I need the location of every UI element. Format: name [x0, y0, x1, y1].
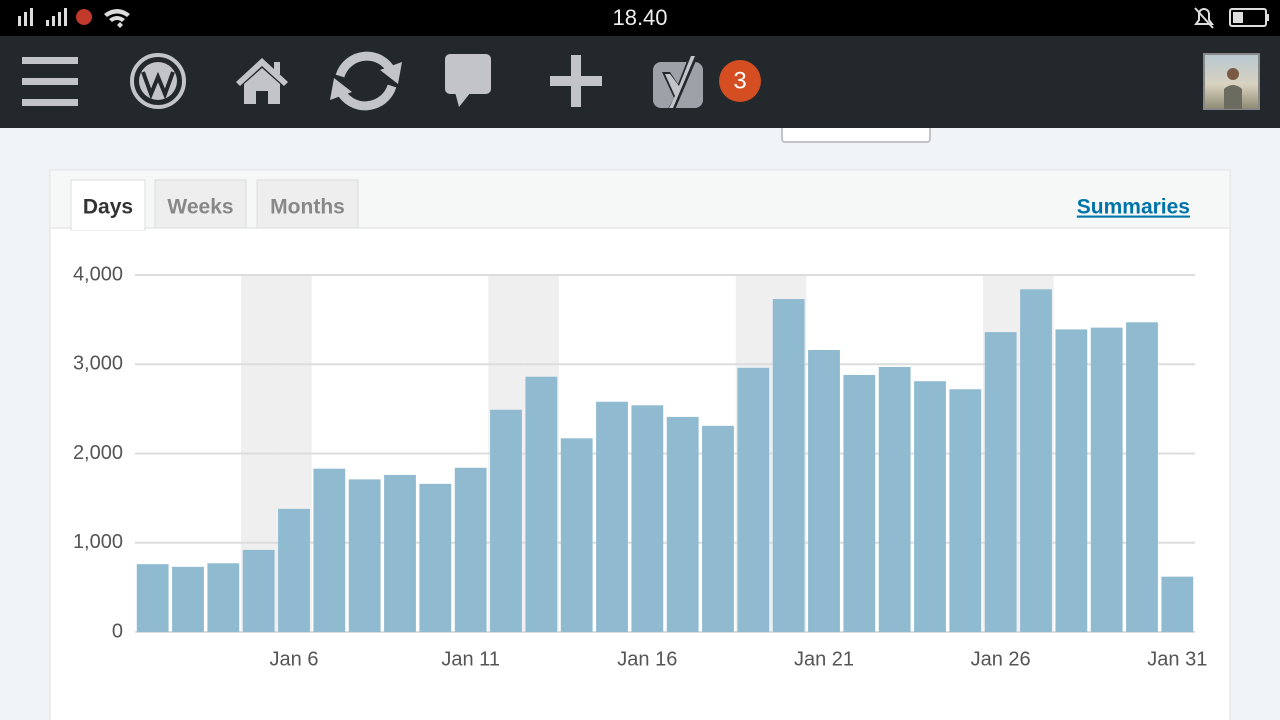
- bar: [136, 564, 169, 632]
- home-button[interactable]: [236, 58, 288, 104]
- bar: [878, 366, 911, 632]
- tab-cover: [72, 226, 144, 230]
- bar: [984, 332, 1017, 632]
- status-bar: [0, 0, 1280, 36]
- comments-button[interactable]: [445, 54, 491, 107]
- reader-button[interactable]: [330, 51, 402, 111]
- avatar[interactable]: [1203, 53, 1260, 110]
- tab-header: [51, 171, 1229, 228]
- bar: [914, 381, 946, 632]
- bar: [1161, 576, 1194, 632]
- toolbar: [0, 36, 1280, 128]
- summaries-link[interactable]: Summaries: [1077, 196, 1190, 219]
- bar: [172, 566, 204, 632]
- mute-icon: [1194, 7, 1214, 29]
- bar: [560, 438, 593, 632]
- bar: [348, 479, 381, 632]
- bar: [1090, 327, 1123, 632]
- x-tick-label: Jan 6: [270, 648, 319, 670]
- x-tick-label: Jan 26: [971, 648, 1031, 670]
- badge-count: 3: [733, 67, 746, 94]
- tabs: Days Weeks Months: [70, 179, 359, 231]
- battery-tip: [1266, 14, 1269, 21]
- clock: 18.40: [612, 5, 667, 30]
- bar: [1126, 322, 1158, 632]
- bar: [454, 467, 487, 632]
- bar: [702, 425, 734, 632]
- yoast-button[interactable]: [653, 56, 703, 112]
- menu-button[interactable]: [22, 57, 78, 106]
- battery-level: [1233, 12, 1243, 23]
- bar: [772, 299, 805, 632]
- bar: [1020, 289, 1052, 632]
- bar: [242, 549, 275, 632]
- x-tick-label: Jan 11: [441, 648, 500, 670]
- bar: [596, 401, 628, 632]
- bar: [631, 405, 664, 632]
- chart: 0 1,000 2,000 3,000 4,000 Jan 6 Jan 11 Jan 16 Ja…: [73, 263, 1207, 670]
- y-tick-label: 1,000: [73, 531, 123, 553]
- bar: [490, 409, 522, 632]
- signal-icons: [18, 8, 130, 28]
- bar: [419, 483, 452, 632]
- bar: [278, 508, 310, 632]
- tab[interactable]: [154, 179, 247, 229]
- x-tick-label: Jan 21: [794, 648, 854, 670]
- y-tick-label: 2,000: [73, 442, 123, 464]
- bar: [808, 349, 840, 632]
- y-tick-label: 3,000: [73, 353, 123, 375]
- tab-label[interactable]: Months: [270, 196, 345, 219]
- badge: [719, 60, 761, 102]
- bar: [384, 474, 416, 632]
- y-tick-label: 4,000: [73, 263, 123, 285]
- bar: [1055, 329, 1088, 632]
- bar: [207, 563, 240, 632]
- bar: [313, 468, 346, 632]
- y-tick-label: 0: [112, 620, 123, 642]
- x-tick-label: Jan 31: [1147, 648, 1207, 670]
- new-post-button[interactable]: [550, 55, 602, 107]
- wordpress-button[interactable]: [130, 53, 186, 109]
- tab[interactable]: [70, 179, 146, 231]
- bar: [843, 374, 876, 632]
- bar: [949, 389, 982, 632]
- tab-label[interactable]: Days: [83, 196, 133, 219]
- tab-label[interactable]: Weeks: [167, 196, 233, 219]
- tab[interactable]: [256, 179, 359, 229]
- bar: [666, 416, 699, 632]
- bar: [737, 367, 770, 632]
- x-tick-label: Jan 16: [617, 648, 677, 670]
- bar: [525, 376, 558, 632]
